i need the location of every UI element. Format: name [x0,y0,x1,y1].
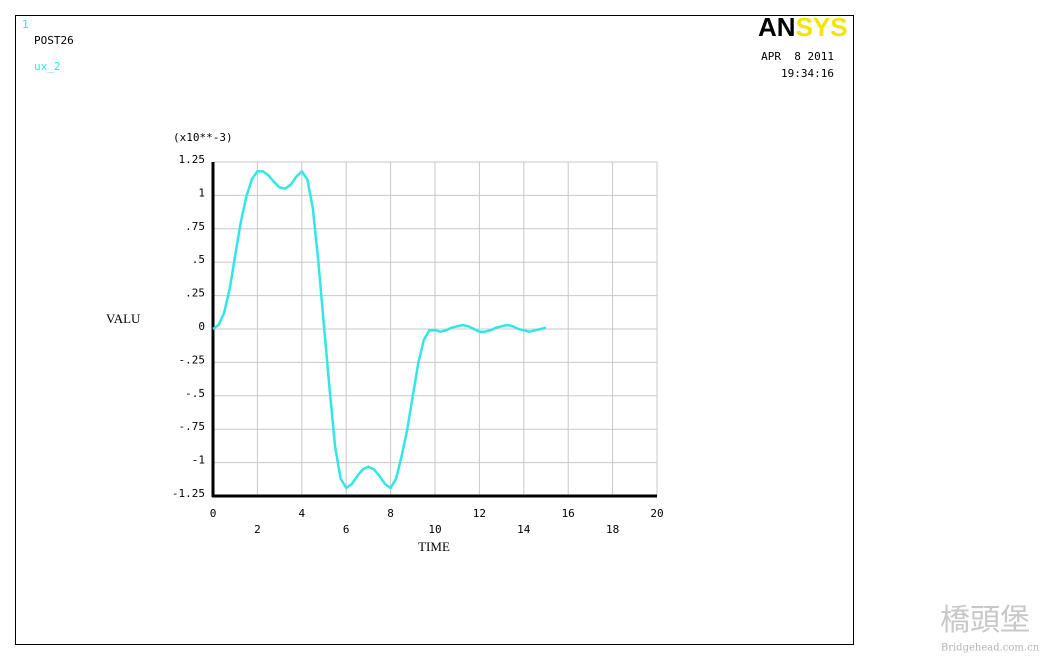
y-tick-label: -1.25 [172,487,205,500]
x-tick-label: 18 [606,523,619,536]
legend-entry: ux_2 [34,60,61,73]
x-tick-label: 0 [210,507,217,520]
y-tick-label: .5 [192,253,205,266]
y-tick-label: -.25 [179,353,206,366]
x-tick-label: 2 [254,523,261,536]
x-tick-label: 6 [343,523,350,536]
y-axis-label: VALU [106,311,141,326]
watermark-site: Bridgehead.com.cn [941,643,1040,654]
y-tick-label: .75 [185,220,205,233]
x-axis-label: TIME [418,539,450,554]
date: APR 8 2011 [761,50,834,63]
axis-multiplier: (x10**-3) [173,131,233,144]
logo: ANSYS [758,12,848,42]
y-tick-label: 0 [198,320,205,333]
watermark: 橋頭堡 [940,603,1030,638]
x-tick-label: 16 [562,507,575,520]
x-tick-label: 12 [473,507,486,520]
x-tick-label: 10 [428,523,441,536]
x-tick-label: 20 [650,507,663,520]
x-tick-label: 14 [517,523,531,536]
y-tick-label: 1 [198,186,205,199]
y-tick-label: -1 [192,454,205,467]
data-line [212,169,547,490]
y-tick-label: 1.25 [179,153,206,166]
window-number: 1 [22,18,29,31]
y-tick-label: -.5 [185,387,205,400]
time: 19:34:16 [781,67,834,80]
window-frame [15,15,854,645]
x-tick-label: 8 [387,507,394,520]
y-tick-label: -.75 [179,420,206,433]
x-tick-label: 4 [298,507,305,520]
y-tick-label: .25 [185,287,205,300]
module-label: POST26 [34,34,74,47]
